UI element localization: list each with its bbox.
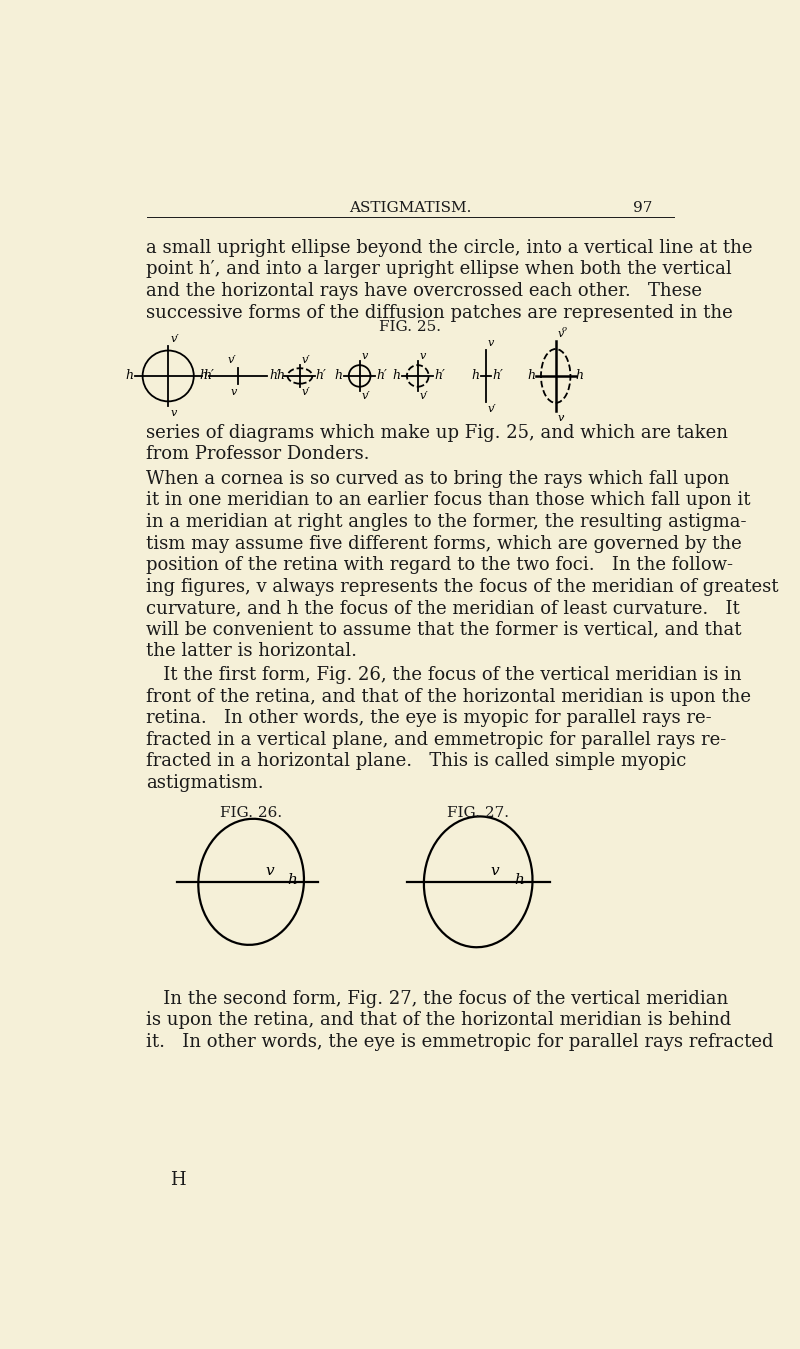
Text: In the second form, Fig. 27, the focus of the vertical meridian: In the second form, Fig. 27, the focus o… (146, 990, 729, 1008)
Text: v: v (490, 863, 499, 878)
Text: h: h (514, 873, 524, 886)
Text: h′: h′ (492, 370, 503, 382)
Text: v: v (265, 863, 274, 878)
Text: front of the retina, and that of the horizontal meridian is upon the: front of the retina, and that of the hor… (146, 688, 751, 706)
Text: h: h (126, 370, 134, 382)
Text: v: v (487, 339, 494, 348)
Text: v: v (558, 413, 563, 422)
Text: v′: v′ (487, 403, 496, 414)
Text: h: h (576, 370, 584, 382)
Text: v′: v′ (228, 355, 237, 366)
Text: it in one meridian to an earlier focus than those which fall upon it: it in one meridian to an earlier focus t… (146, 491, 751, 510)
Text: v′: v′ (302, 355, 310, 366)
Text: h: h (472, 370, 480, 382)
Text: position of the retina with regard to the two foci.   In the follow-: position of the retina with regard to th… (146, 556, 734, 575)
Text: H: H (170, 1171, 186, 1188)
Text: It the first form, Fig. 26, the focus of the vertical meridian is in: It the first form, Fig. 26, the focus of… (146, 666, 742, 684)
Text: h: h (393, 370, 401, 382)
Text: it.   In other words, the eye is emmetropic for parallel rays refracted: it. In other words, the eye is emmetropi… (146, 1033, 774, 1051)
Text: is upon the retina, and that of the horizontal meridian is behind: is upon the retina, and that of the hori… (146, 1012, 732, 1029)
Text: v: v (230, 387, 237, 397)
Text: retina.   In other words, the eye is myopic for parallel rays re-: retina. In other words, the eye is myopi… (146, 710, 712, 727)
Text: point h′, and into a larger upright ellipse when both the vertical: point h′, and into a larger upright elli… (146, 260, 732, 278)
Text: the latter is horizontal.: the latter is horizontal. (146, 642, 358, 661)
Text: h′: h′ (377, 370, 387, 382)
Text: v: v (170, 407, 177, 417)
Text: astigmatism.: astigmatism. (146, 774, 264, 792)
Text: fracted in a vertical plane, and emmetropic for parallel rays re-: fracted in a vertical plane, and emmetro… (146, 731, 726, 749)
Text: v′: v′ (361, 391, 370, 402)
Text: v: v (558, 329, 563, 339)
Text: h: h (199, 370, 207, 382)
Text: h′: h′ (203, 370, 214, 382)
Text: will be convenient to assume that the former is vertical, and that: will be convenient to assume that the fo… (146, 621, 742, 639)
Text: h′: h′ (435, 370, 446, 382)
Text: FIG. 25.: FIG. 25. (379, 320, 441, 333)
Text: tism may assume five different forms, which are governed by the: tism may assume five different forms, wh… (146, 534, 742, 553)
Text: h: h (277, 370, 285, 382)
Text: series of diagrams which make up Fig. 25, and which are taken: series of diagrams which make up Fig. 25… (146, 424, 729, 441)
Text: v′: v′ (419, 391, 428, 402)
Text: and the horizontal rays have overcrossed each other.   These: and the horizontal rays have overcrossed… (146, 282, 702, 299)
Text: ′: ′ (562, 415, 565, 426)
Text: h′: h′ (315, 370, 326, 382)
Text: successive forms of the diffusion patches are represented in the: successive forms of the diffusion patche… (146, 304, 734, 321)
Text: o: o (562, 325, 567, 333)
Text: from Professor Donders.: from Professor Donders. (146, 445, 370, 463)
Text: FIG. 27.: FIG. 27. (447, 805, 509, 820)
Text: FIG. 26.: FIG. 26. (220, 805, 282, 820)
Text: v′: v′ (302, 387, 310, 397)
Text: When a cornea is so curved as to bring the rays which fall upon: When a cornea is so curved as to bring t… (146, 469, 730, 488)
Text: ing figures, v always represents the focus of the meridian of greatest: ing figures, v always represents the foc… (146, 577, 779, 596)
Text: curvature, and h the focus of the meridian of least curvature.   It: curvature, and h the focus of the meridi… (146, 599, 740, 618)
Text: h: h (527, 370, 535, 382)
Text: ASTIGMATISM.: ASTIGMATISM. (349, 201, 471, 214)
Text: in a meridian at right angles to the former, the resulting astigma-: in a meridian at right angles to the for… (146, 513, 747, 532)
Text: v: v (419, 351, 426, 360)
Text: fracted in a horizontal plane.   This is called simple myopic: fracted in a horizontal plane. This is c… (146, 753, 687, 770)
Text: a small upright ellipse beyond the circle, into a vertical line at the: a small upright ellipse beyond the circl… (146, 239, 753, 256)
Text: 97: 97 (633, 201, 652, 214)
Text: v′: v′ (170, 335, 179, 344)
Text: v: v (361, 351, 367, 360)
Text: h′: h′ (269, 370, 280, 382)
Text: h: h (286, 873, 297, 886)
Text: h: h (334, 370, 342, 382)
